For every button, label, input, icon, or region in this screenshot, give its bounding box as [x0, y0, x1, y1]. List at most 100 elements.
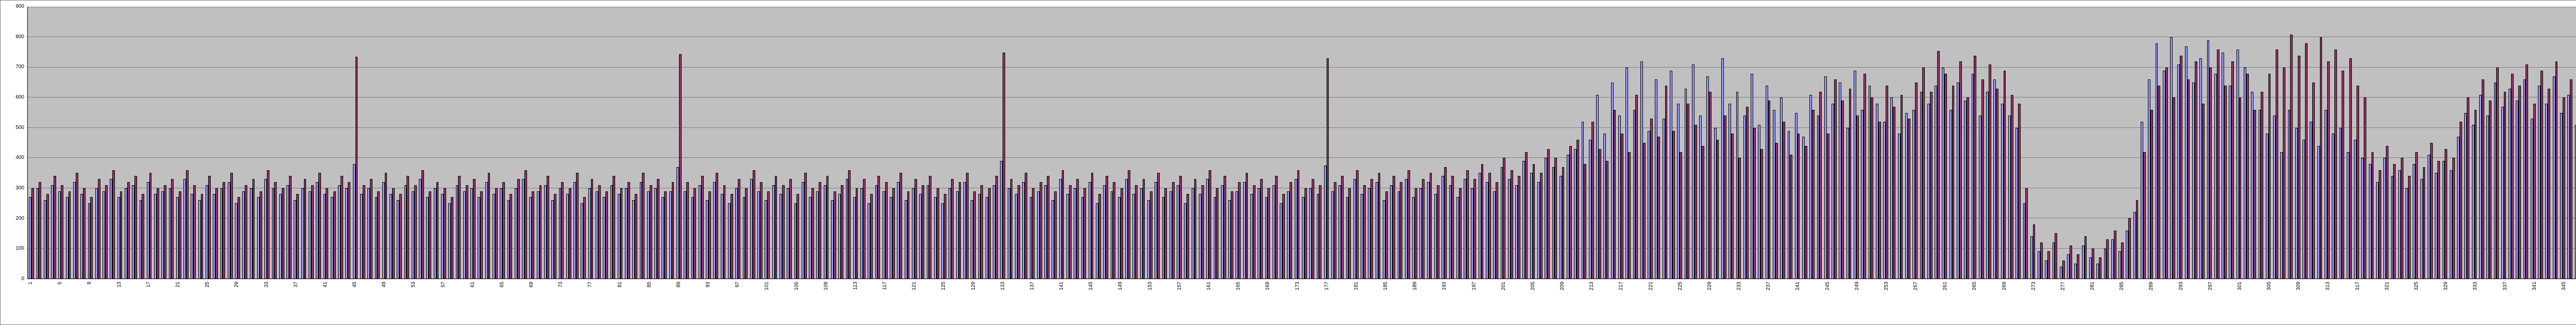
bar-series1: [2368, 164, 2371, 279]
x-tick-label: 289: [2148, 282, 2155, 290]
bar-series2: [1061, 170, 1064, 279]
bar-series2: [2224, 85, 2227, 279]
bar-series2: [303, 179, 307, 279]
bar-series2: [326, 188, 329, 279]
bar-series1: [2038, 251, 2040, 279]
bar-series2: [1819, 91, 1822, 279]
bar-series2: [1238, 182, 1241, 279]
bar-series1: [1228, 200, 1231, 279]
x-tick-label: 217: [1618, 282, 1624, 290]
bar-series2: [1907, 119, 1910, 279]
category-group: [1234, 7, 1242, 279]
category-group: [2228, 7, 2235, 279]
x-tick-label: 221: [1648, 282, 1654, 290]
bar-series1: [367, 188, 370, 279]
bar-series1: [2258, 109, 2261, 279]
bar-series2: [1407, 170, 1410, 279]
gridline: [28, 157, 2576, 158]
bar-series1: [529, 197, 532, 279]
bar-series2: [708, 191, 711, 279]
bar-series1: [1449, 185, 1452, 279]
bar-series1: [1427, 182, 1430, 279]
x-tick-label: 121: [911, 282, 918, 290]
bar-series2: [1804, 145, 1807, 279]
bar-series1: [433, 188, 436, 279]
category-group: [1676, 7, 1683, 279]
bar-series1: [411, 191, 414, 279]
category-group: [388, 7, 396, 279]
bar-series1: [1464, 179, 1466, 279]
category-group: [2478, 7, 2485, 279]
bar-series2: [200, 194, 204, 279]
bar-series1: [2560, 112, 2563, 279]
bar-series2: [1510, 170, 1513, 279]
bar-series2: [1113, 182, 1116, 279]
bar-series2: [1481, 164, 1484, 279]
bar-series2: [259, 191, 262, 279]
bar-series2: [1267, 188, 1270, 279]
category-group: [2463, 7, 2470, 279]
bar-series1: [51, 185, 54, 279]
category-group: [2500, 7, 2507, 279]
category-group: [947, 7, 955, 279]
bar-series2: [730, 194, 733, 279]
category-group: [1154, 7, 1161, 279]
bar-series1: [2471, 124, 2475, 279]
bar-series1: [1485, 182, 1488, 279]
bar-series2: [510, 194, 513, 279]
bar-series2: [1496, 182, 1498, 279]
x-tick-label: 13: [116, 282, 122, 288]
bar-series1: [662, 197, 665, 279]
bar-series1: [1155, 182, 1158, 279]
bar-series1: [2236, 49, 2239, 279]
bar-series2: [1378, 173, 1381, 279]
x-tick-label: 125: [941, 282, 947, 290]
bar-series2: [811, 188, 814, 279]
bar-series1: [1691, 64, 1694, 279]
category-group: [499, 7, 506, 279]
bar-series1: [1419, 188, 1422, 279]
category-group: [1978, 7, 1985, 279]
category-group: [1831, 7, 1838, 279]
category-group: [1088, 7, 1095, 279]
category-group: [153, 7, 160, 279]
bar-series2: [804, 173, 807, 279]
y-tick-label: 600: [15, 94, 24, 100]
category-group: [234, 7, 241, 279]
bar-series2: [443, 188, 446, 279]
category-group: [1058, 7, 1065, 279]
category-group: [1551, 7, 1558, 279]
bar-series2: [1929, 91, 1933, 279]
category-group: [2095, 7, 2103, 279]
category-group: [1816, 7, 1823, 279]
category-group: [1808, 7, 1816, 279]
bar-series2: [1974, 55, 1977, 279]
category-group: [1212, 7, 1219, 279]
bar-series2: [2511, 73, 2514, 279]
category-group: [1396, 7, 1403, 279]
bar-series2: [1355, 170, 1359, 279]
bar-series1: [2059, 266, 2062, 279]
bar-series1: [1177, 185, 1180, 279]
category-group: [793, 7, 800, 279]
bar-series1: [2119, 251, 2122, 279]
bar-series1: [934, 197, 937, 279]
bar-series2: [406, 176, 410, 279]
category-group: [1492, 7, 1499, 279]
x-tick-label: 57: [440, 282, 446, 288]
bar-series1: [845, 179, 849, 279]
bar-series2: [2297, 55, 2300, 279]
bar-series2: [2187, 79, 2190, 279]
bar-series2: [289, 176, 292, 279]
category-group: [1544, 7, 1551, 279]
bar-series2: [1849, 88, 1852, 279]
category-group: [2515, 7, 2522, 279]
bar-series2: [2312, 83, 2315, 279]
bar-series2: [1584, 164, 1587, 279]
category-group: [1249, 7, 1257, 279]
category-group: [844, 7, 852, 279]
bar-series1: [1758, 124, 1761, 279]
bar-series2: [465, 185, 468, 279]
gridline: [28, 127, 2576, 128]
bar-series1: [455, 185, 459, 279]
